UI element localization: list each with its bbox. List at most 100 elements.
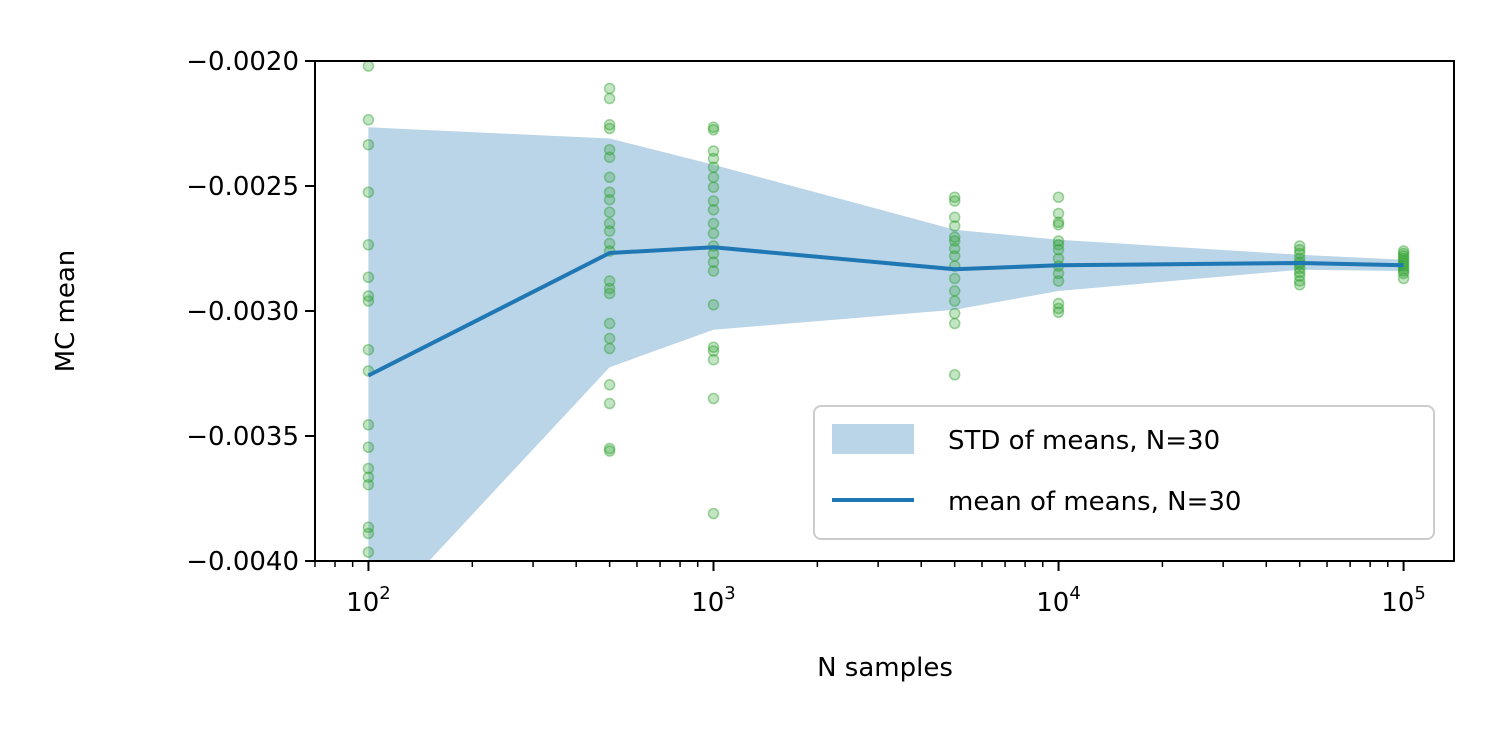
- scatter-point: [948, 317, 961, 330]
- scatter-point: [603, 206, 616, 219]
- scatter-point: [1052, 191, 1065, 203]
- scatter-point: [1397, 250, 1410, 262]
- y-tick-label: −0.0030: [186, 297, 299, 327]
- scatter-point: [362, 61, 375, 72]
- scatter-point: [603, 379, 616, 391]
- scatter-point: [603, 237, 616, 250]
- x-tick-label: 104: [1036, 583, 1081, 618]
- scatter-point: [707, 152, 720, 165]
- y-axis: −0.0020 −0.0025 −0.0030 −0.0035 −0.0040: [186, 47, 315, 577]
- scatter-point: [1293, 266, 1306, 279]
- scatter-point: [707, 121, 720, 134]
- y-tick-label: −0.0020: [186, 47, 299, 77]
- scatter-point: [362, 419, 375, 431]
- scatter-point: [362, 546, 375, 558]
- scatter-point: [603, 217, 616, 230]
- scatter-point: [362, 295, 375, 307]
- scatter-point: [603, 122, 616, 135]
- scatter-point: [362, 462, 375, 475]
- scatter-point: [1397, 245, 1410, 257]
- scatter-point: [603, 151, 616, 163]
- scatter-point: [948, 235, 961, 247]
- scatter-point: [1052, 218, 1065, 231]
- scatter-point: [603, 282, 616, 295]
- scatter-point: [948, 295, 961, 307]
- scatter-point: [948, 211, 961, 224]
- legend: STD of means, N=30 mean of means, N=30: [813, 405, 1435, 540]
- scatter-layer: [362, 61, 1410, 558]
- scatter-point: [603, 92, 616, 105]
- scatter-point: [1293, 247, 1306, 260]
- scatter-point: [362, 271, 375, 284]
- scatter-point: [707, 265, 720, 277]
- mean-line-layer: [367, 245, 1404, 378]
- scatter-point: [1052, 302, 1065, 315]
- scatter-point: [707, 124, 720, 136]
- scatter-point: [707, 171, 720, 184]
- scatter-point: [1052, 297, 1065, 310]
- mean-line: [367, 245, 1404, 378]
- scatter-point: [603, 119, 616, 131]
- std-band: [368, 127, 1404, 561]
- scatter-point: [1397, 267, 1410, 280]
- scatter-point: [948, 231, 961, 243]
- legend-line-label: mean of means, N=30: [948, 487, 1241, 517]
- scatter-point: [948, 272, 961, 285]
- scatter-point: [948, 307, 961, 320]
- scatter-point: [707, 145, 720, 157]
- scatter-point: [603, 342, 616, 355]
- y-tick-label: −0.0035: [186, 422, 299, 452]
- legend-band-label: STD of means, N=30: [948, 426, 1220, 456]
- scatter-point: [603, 193, 616, 206]
- scatter-point: [1052, 267, 1065, 280]
- scatter-point: [1397, 272, 1410, 285]
- scatter-point: [948, 250, 961, 262]
- scatter-point: [362, 138, 375, 151]
- scatter-point: [603, 225, 616, 237]
- scatter-point: [603, 143, 616, 156]
- scatter-point: [603, 445, 616, 457]
- scatter-point: [707, 507, 720, 520]
- scatter-point: [948, 191, 961, 203]
- scatter-point: [1052, 207, 1065, 220]
- scatter-point: [362, 527, 375, 540]
- std-band-layer: [368, 127, 1404, 561]
- scatter-point: [362, 239, 375, 251]
- scatter-point: [1052, 275, 1065, 287]
- x-tick-label: 102: [346, 583, 391, 618]
- x-axis-label: N samples: [817, 653, 953, 683]
- scatter-point: [707, 345, 720, 357]
- scatter-point: [1293, 244, 1306, 256]
- scatter-point: [1293, 279, 1306, 291]
- scatter-point: [1052, 235, 1065, 247]
- scatter-point: [1293, 240, 1306, 252]
- scatter-point: [603, 317, 616, 330]
- scatter-point: [362, 186, 375, 198]
- scatter-point: [948, 242, 961, 255]
- x-tick-label: 105: [1381, 583, 1426, 618]
- scatter-point: [1052, 306, 1065, 319]
- x-axis: 102 103 104 105: [314, 561, 1426, 618]
- y-tick-label: −0.0025: [186, 172, 299, 202]
- scatter-point: [707, 217, 720, 230]
- scatter-point: [948, 369, 961, 381]
- scatter-point: [1397, 265, 1410, 277]
- scatter-point: [707, 227, 720, 240]
- scatter-point: [707, 341, 720, 353]
- scatter-point: [707, 204, 720, 216]
- scatter-point: [362, 114, 375, 126]
- scatter-point: [1293, 275, 1306, 287]
- scatter-point: [707, 299, 720, 311]
- scatter-point: [603, 171, 616, 184]
- scatter-point: [1397, 247, 1410, 260]
- scatter-point: [603, 332, 616, 345]
- y-axis-label: MC mean: [51, 250, 81, 373]
- legend-box: [813, 405, 1435, 540]
- x-tick-label: 103: [691, 583, 736, 618]
- scatter-point: [707, 181, 720, 193]
- scatter-point: [603, 82, 616, 95]
- scatter-point: [362, 441, 375, 454]
- scatter-point: [362, 471, 375, 483]
- scatter-point: [603, 275, 616, 287]
